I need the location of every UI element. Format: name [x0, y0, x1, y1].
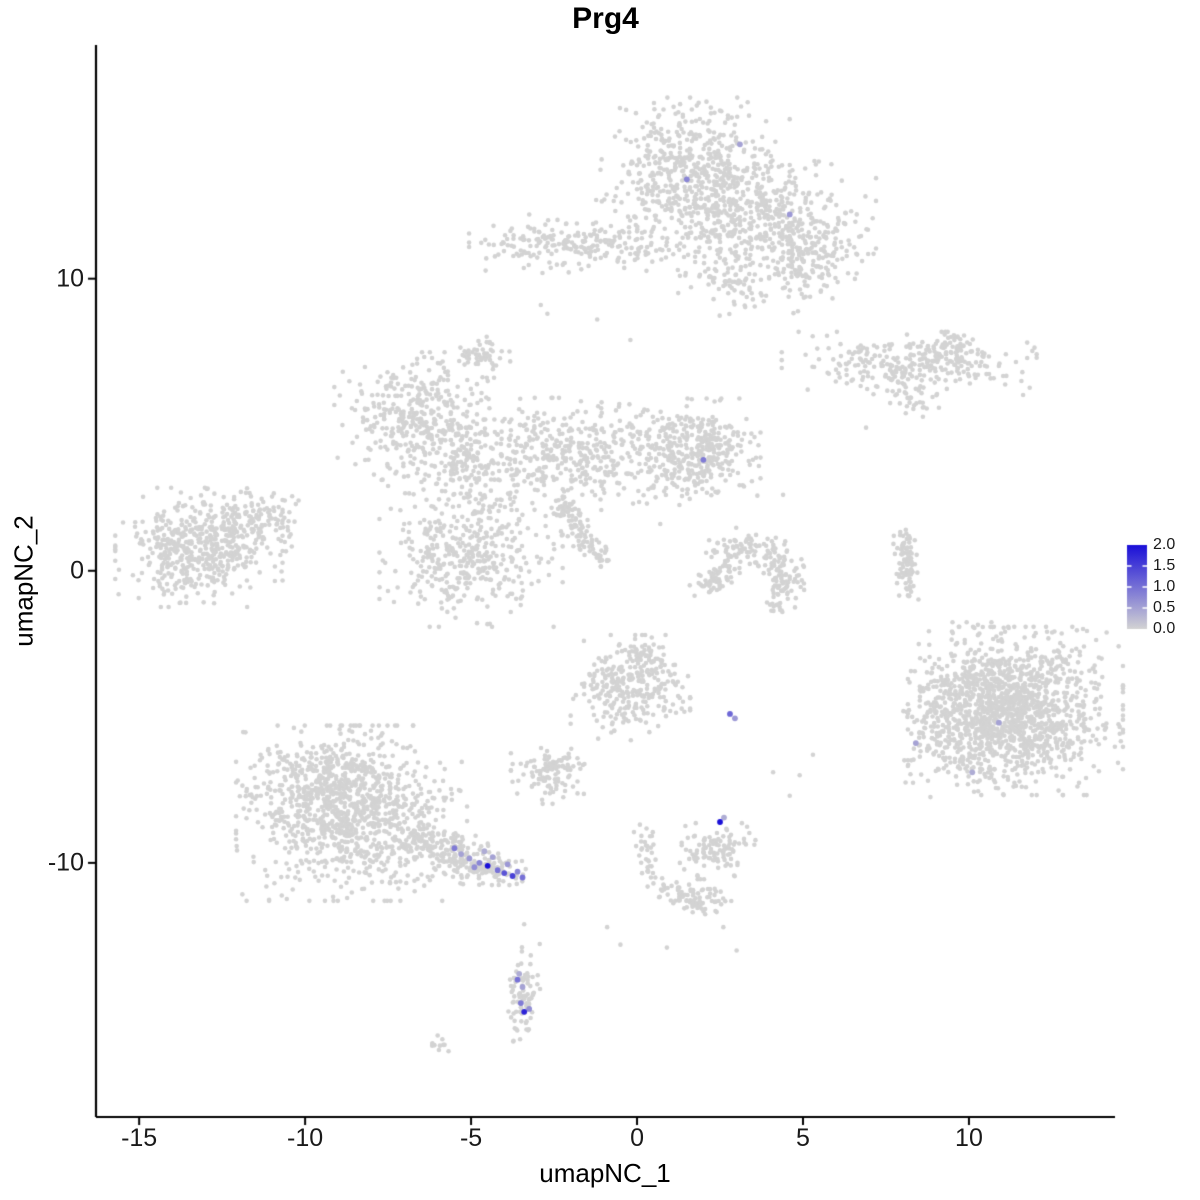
y-tick-label: 10: [56, 264, 84, 293]
x-tick-label: 10: [955, 1124, 983, 1152]
y-tick-label: -10: [47, 848, 84, 877]
legend-tick-label: 0.0: [1153, 620, 1176, 637]
y-tick-label: 0: [70, 556, 84, 585]
legend-tick-label: 1.0: [1153, 578, 1176, 595]
legend-tick-label: 0.5: [1153, 599, 1176, 616]
x-tick-label: -5: [459, 1124, 483, 1152]
legend-tick-label: 2.0: [1153, 536, 1176, 553]
x-tick-label: 0: [630, 1124, 644, 1152]
legend-tick-label: 1.5: [1153, 557, 1176, 574]
x-tick-label: -10: [287, 1124, 324, 1152]
x-tick-label: -15: [121, 1124, 158, 1152]
chart-title: Prg4: [572, 2, 639, 35]
y-axis-label: umapNC_2: [8, 515, 39, 647]
x-tick-label: 5: [796, 1124, 810, 1152]
x-axis-label: umapNC_1: [539, 1158, 671, 1188]
